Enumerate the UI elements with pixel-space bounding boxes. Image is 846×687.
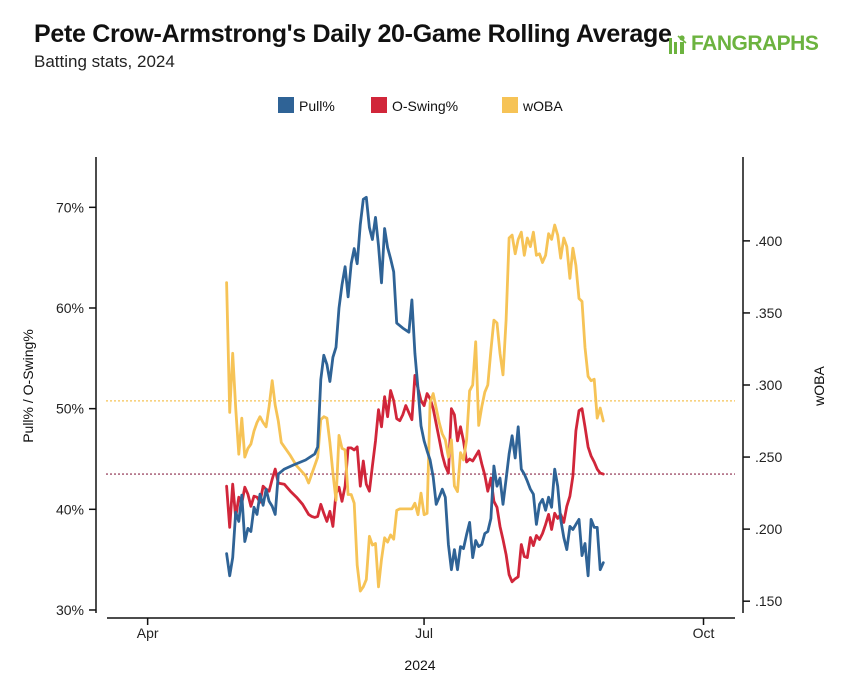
left-tick-label: 70%	[56, 199, 84, 215]
pull-series-line	[225, 195, 605, 578]
right-tick-label: .250	[755, 449, 782, 465]
right-axis-ticks: .150 .200 .250 .300 .350 .400	[743, 233, 782, 609]
left-tick-label: 40%	[56, 501, 84, 517]
x-axis-ticks: Apr Jul Oct	[137, 618, 715, 641]
left-axis-ticks: 30% 40% 50% 60% 70%	[56, 199, 96, 618]
woba-series-line	[225, 223, 605, 593]
legend-swatch-oswing	[371, 97, 387, 113]
right-tick-label: .200	[755, 521, 782, 537]
chart-series	[225, 195, 605, 593]
right-tick-label: .150	[755, 593, 782, 609]
chart-subtitle: Batting stats, 2024	[34, 52, 175, 71]
legend-label-pull: Pull%	[299, 98, 335, 114]
chart-title: Pete Crow-Armstrong's Daily 20-Game Roll…	[34, 20, 672, 48]
left-tick-label: 30%	[56, 602, 84, 618]
left-tick-label: 60%	[56, 300, 84, 316]
fangraphs-logo: FANGRAPHS	[668, 32, 819, 56]
legend-swatch-pull	[278, 97, 294, 113]
reference-lines	[106, 400, 735, 475]
chart-axes	[95, 157, 744, 619]
legend-label-oswing: O-Swing%	[392, 98, 458, 114]
batter-icon	[669, 35, 687, 54]
x-tick-label: Apr	[137, 625, 159, 641]
legend-swatch-woba	[502, 97, 518, 113]
legend-label-woba: wOBA	[522, 98, 563, 114]
y-axis-label-left: Pull% / O-Swing%	[20, 329, 36, 443]
logo-text: FANGRAPHS	[691, 32, 819, 55]
oswing-series-line	[225, 374, 605, 584]
x-axis-label: 2024	[404, 657, 435, 673]
right-tick-label: .400	[755, 233, 782, 249]
x-tick-label: Oct	[693, 625, 715, 641]
x-tick-label: Jul	[415, 625, 433, 641]
right-tick-label: .300	[755, 377, 782, 393]
y-axis-label-right: wOBA	[811, 366, 827, 407]
left-tick-label: 50%	[56, 401, 84, 417]
chart-legend: Pull% O-Swing% wOBA	[278, 97, 563, 114]
right-tick-label: .350	[755, 305, 782, 321]
